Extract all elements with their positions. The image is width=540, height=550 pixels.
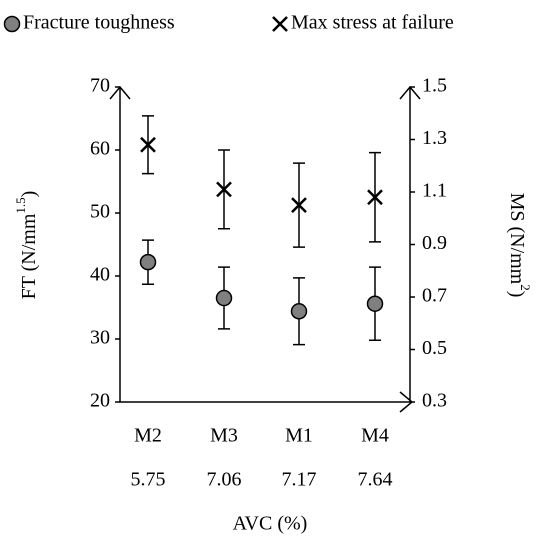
avc-label: 7.17 (282, 469, 317, 491)
y-tick-label: 70 (90, 75, 110, 97)
y2-tick-label: 0.3 (422, 390, 447, 412)
y2-axis-label: MS (N/mm2) (506, 193, 533, 298)
x-tick-label: M1 (285, 425, 313, 447)
y-tick-label: 20 (90, 390, 110, 412)
x-axis-label: AVC (%) (233, 513, 308, 535)
x-tick-label: M3 (210, 425, 238, 447)
y2-tick-label: 0.9 (422, 232, 447, 254)
y2-tick-label: 1.5 (422, 75, 447, 97)
axes (109, 85, 421, 413)
x-tick-label: M2 (134, 425, 162, 447)
y-tick-label: 50 (90, 201, 110, 223)
y-axis-label: FT (N/mm1.5) (13, 191, 40, 300)
x-tick-label: M4 (361, 425, 389, 447)
point (215, 289, 233, 307)
point (290, 303, 308, 320)
legend-label: Fracture toughness (23, 12, 175, 34)
legend-label: Max stress at failure (291, 12, 454, 34)
point (367, 189, 383, 206)
avc-label: 7.06 (207, 469, 242, 491)
y2-tick-label: 0.7 (422, 285, 447, 307)
legend-marker (272, 16, 288, 32)
legend-marker (3, 15, 21, 33)
point (216, 181, 232, 198)
avc-label: 5.75 (131, 469, 166, 491)
y-tick-label: 60 (90, 138, 110, 160)
point (140, 136, 156, 153)
avc-label: 7.64 (358, 469, 393, 491)
y-tick-label: 40 (90, 264, 110, 286)
y2-tick-label: 1.1 (422, 180, 447, 202)
point (366, 295, 384, 312)
point (139, 253, 157, 271)
y-tick-label: 30 (90, 327, 110, 349)
y2-tick-label: 1.3 (422, 127, 447, 149)
y2-tick-label: 0.5 (422, 337, 447, 359)
point (291, 197, 307, 214)
